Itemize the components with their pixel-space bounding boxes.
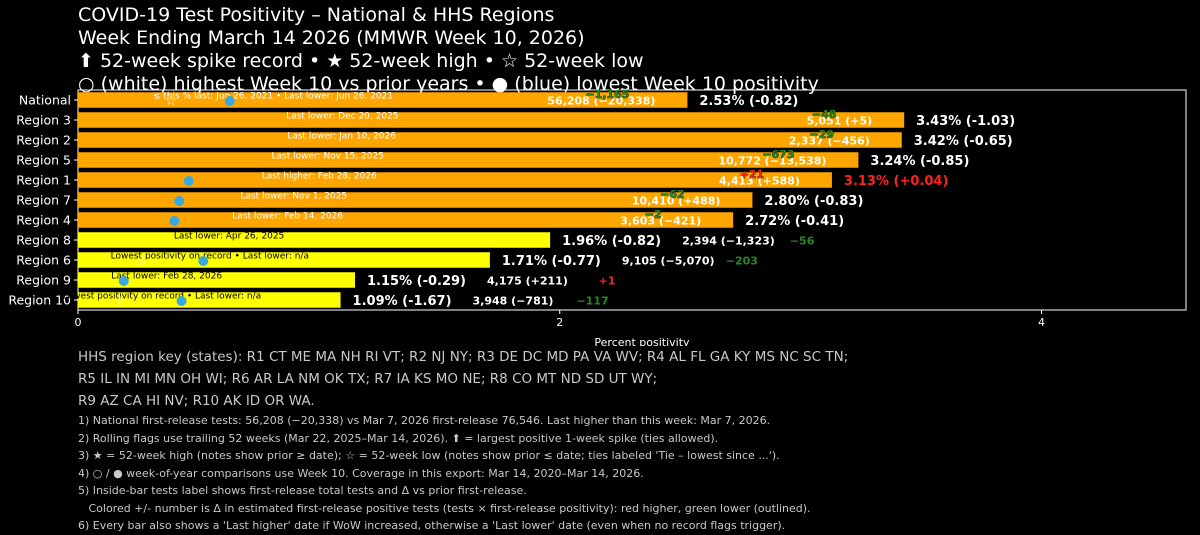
- tests-label: 2,394 (−1,323): [682, 235, 775, 248]
- category-label: Region 5: [16, 153, 71, 168]
- footnote-2: 2) Rolling flags use trailing 52 weeks (…: [78, 431, 719, 445]
- footnote-5: 5) Inside-bar tests label shows first-re…: [78, 484, 527, 497]
- category-label: Region 8: [16, 233, 71, 248]
- tests-label: 2,337 (−456): [789, 135, 870, 148]
- bar: [78, 192, 753, 208]
- bar: [78, 172, 832, 188]
- delta-label: +21: [740, 168, 765, 181]
- category-label: Region 7: [16, 193, 71, 208]
- bar: [78, 212, 734, 228]
- bar-note: Last lower: Dec 20, 2025: [286, 112, 398, 122]
- tests-label: 56,208 (−20,338): [547, 95, 655, 108]
- lowest-week-dot-icon: [118, 276, 129, 286]
- delta-label: +1: [599, 275, 616, 288]
- footnotes: 1) National first-release tests: 56,208 …: [78, 412, 811, 535]
- bar: [78, 272, 355, 288]
- bar-chart: 0 2 4 Percent positivity National ≤ this % la…: [8, 88, 1187, 346]
- footnote-4: 4) ○ / ● week-of-year comparisons use We…: [78, 466, 644, 480]
- tests-label: 3,603 (−421): [620, 215, 701, 228]
- value-label: 1.71% (-0.77): [502, 254, 601, 269]
- low-star-icon: ☆: [137, 254, 149, 269]
- lowest-week-dot-icon: [183, 176, 194, 186]
- region-key-line-3: R9 AZ CA HI NV; R10 AK ID OR WA.: [78, 393, 315, 409]
- bar-note: Last lower: Nov 15, 2025: [272, 152, 384, 162]
- delta-label: −62: [660, 188, 685, 201]
- bar: [78, 112, 905, 128]
- value-label: 2.80% (-0.83): [764, 194, 863, 209]
- tests-label: 3,948 (−781): [473, 295, 554, 308]
- lowest-week-dot-icon: [176, 296, 187, 306]
- value-label: 3.13% (+0.04): [844, 174, 948, 189]
- x-axis-label: Percent positivity: [594, 336, 690, 346]
- value-label: 1.09% (-1.67): [353, 294, 452, 309]
- title-line-3: ⬆ 52-week spike record • ★ 52-week high …: [78, 50, 644, 72]
- value-label: 1.15% (-0.29): [367, 274, 466, 289]
- tests-label: 10,410 (+488): [632, 195, 721, 208]
- footnote-7: 6) Every bar also shows a 'Last higher' …: [78, 519, 786, 532]
- title-line-1: COVID-19 Test Positivity – National & HH…: [78, 4, 555, 26]
- category-label: Region 9: [16, 273, 71, 288]
- bar-note: Lowest positivity on record • Last lower…: [63, 292, 261, 302]
- category-label: Region 1: [16, 173, 71, 188]
- bar: [78, 292, 341, 308]
- region-key-line-1: HHS region key (states): R1 CT ME MA NH …: [78, 349, 849, 365]
- category-label: Region 10: [8, 293, 71, 308]
- bar: [78, 252, 490, 268]
- tests-label: 4,413 (+588): [719, 175, 800, 188]
- category-label: Region 3: [16, 113, 71, 128]
- value-label: 1.96% (-0.82): [562, 234, 661, 249]
- lowest-week-dot-icon: [169, 216, 180, 226]
- bar-note: Last lower: Feb 14, 2026: [232, 212, 343, 222]
- footnote-3: 3) ★ = 52-week high (notes show prior ≥ …: [78, 449, 780, 462]
- bar: [78, 232, 551, 248]
- x-tick-label: 4: [1038, 316, 1045, 329]
- delta-label: −673: [762, 148, 794, 161]
- title-line-2: Week Ending March 14 2026 (MMWR Week 10,…: [78, 27, 585, 49]
- value-label: 3.43% (-1.03): [916, 114, 1015, 129]
- delta-label: −48: [812, 108, 837, 121]
- category-label: Region 4: [16, 213, 71, 228]
- category-label: Region 2: [16, 133, 71, 148]
- value-label: 2.72% (-0.41): [745, 214, 844, 229]
- bar-note: ≤ this % last: Jun 26, 2021 • Last lower…: [153, 92, 393, 102]
- delta-label: −29: [810, 128, 835, 141]
- delta-label: −203: [726, 255, 758, 268]
- tests-label: 9,105 (−5,070): [622, 255, 715, 268]
- footnote-1: 1) National first-release tests: 56,208 …: [78, 414, 771, 427]
- bar-note: Last lower: Nov 1, 2025: [240, 192, 347, 202]
- value-label: 3.24% (-0.85): [870, 154, 969, 169]
- bar-note: Last lower: Feb 28, 2026: [111, 272, 222, 282]
- region-key: HHS region key (states): R1 CT ME MA NH …: [78, 346, 848, 412]
- footnote-6: Colored +/- number is Δ in estimated fir…: [78, 501, 811, 515]
- low-star-icon: ☆: [165, 94, 177, 109]
- x-tick-label: 2: [556, 316, 563, 329]
- x-tick-label: 0: [75, 316, 82, 329]
- lowest-week-dot-icon: [174, 196, 185, 206]
- bar-note: Last lower: Apr 26, 2025: [174, 232, 284, 242]
- lowest-week-dot-icon: [224, 96, 235, 106]
- bar-note: Last higher: Feb 28, 2026: [262, 172, 377, 182]
- region-key-line-2: R5 IL IN MI MN OH WI; R6 AR LA NM OK TX;…: [78, 371, 658, 387]
- tests-label: 10,772 (−13,538): [718, 155, 826, 168]
- bar-note: Last lower: Jan 10, 2026: [287, 132, 396, 142]
- category-label: Region 6: [16, 253, 71, 268]
- bar-note: Lowest positivity on record • Last lower…: [111, 252, 309, 262]
- bar: [78, 152, 859, 168]
- delta-label: −56: [790, 235, 815, 248]
- delta-label: −2: [645, 208, 662, 221]
- bar: [78, 132, 902, 148]
- tests-label: 5,051 (+5): [807, 115, 873, 128]
- low-star-icon: ☆: [115, 294, 127, 309]
- tests-label: 4,175 (+211): [487, 275, 568, 288]
- delta-label: −1,165: [585, 88, 629, 101]
- delta-label: −117: [576, 295, 608, 308]
- value-label: 3.42% (-0.65): [914, 134, 1013, 149]
- category-label: National: [19, 93, 71, 108]
- lowest-week-dot-icon: [198, 256, 209, 266]
- value-label: 2.53% (-0.82): [699, 94, 798, 109]
